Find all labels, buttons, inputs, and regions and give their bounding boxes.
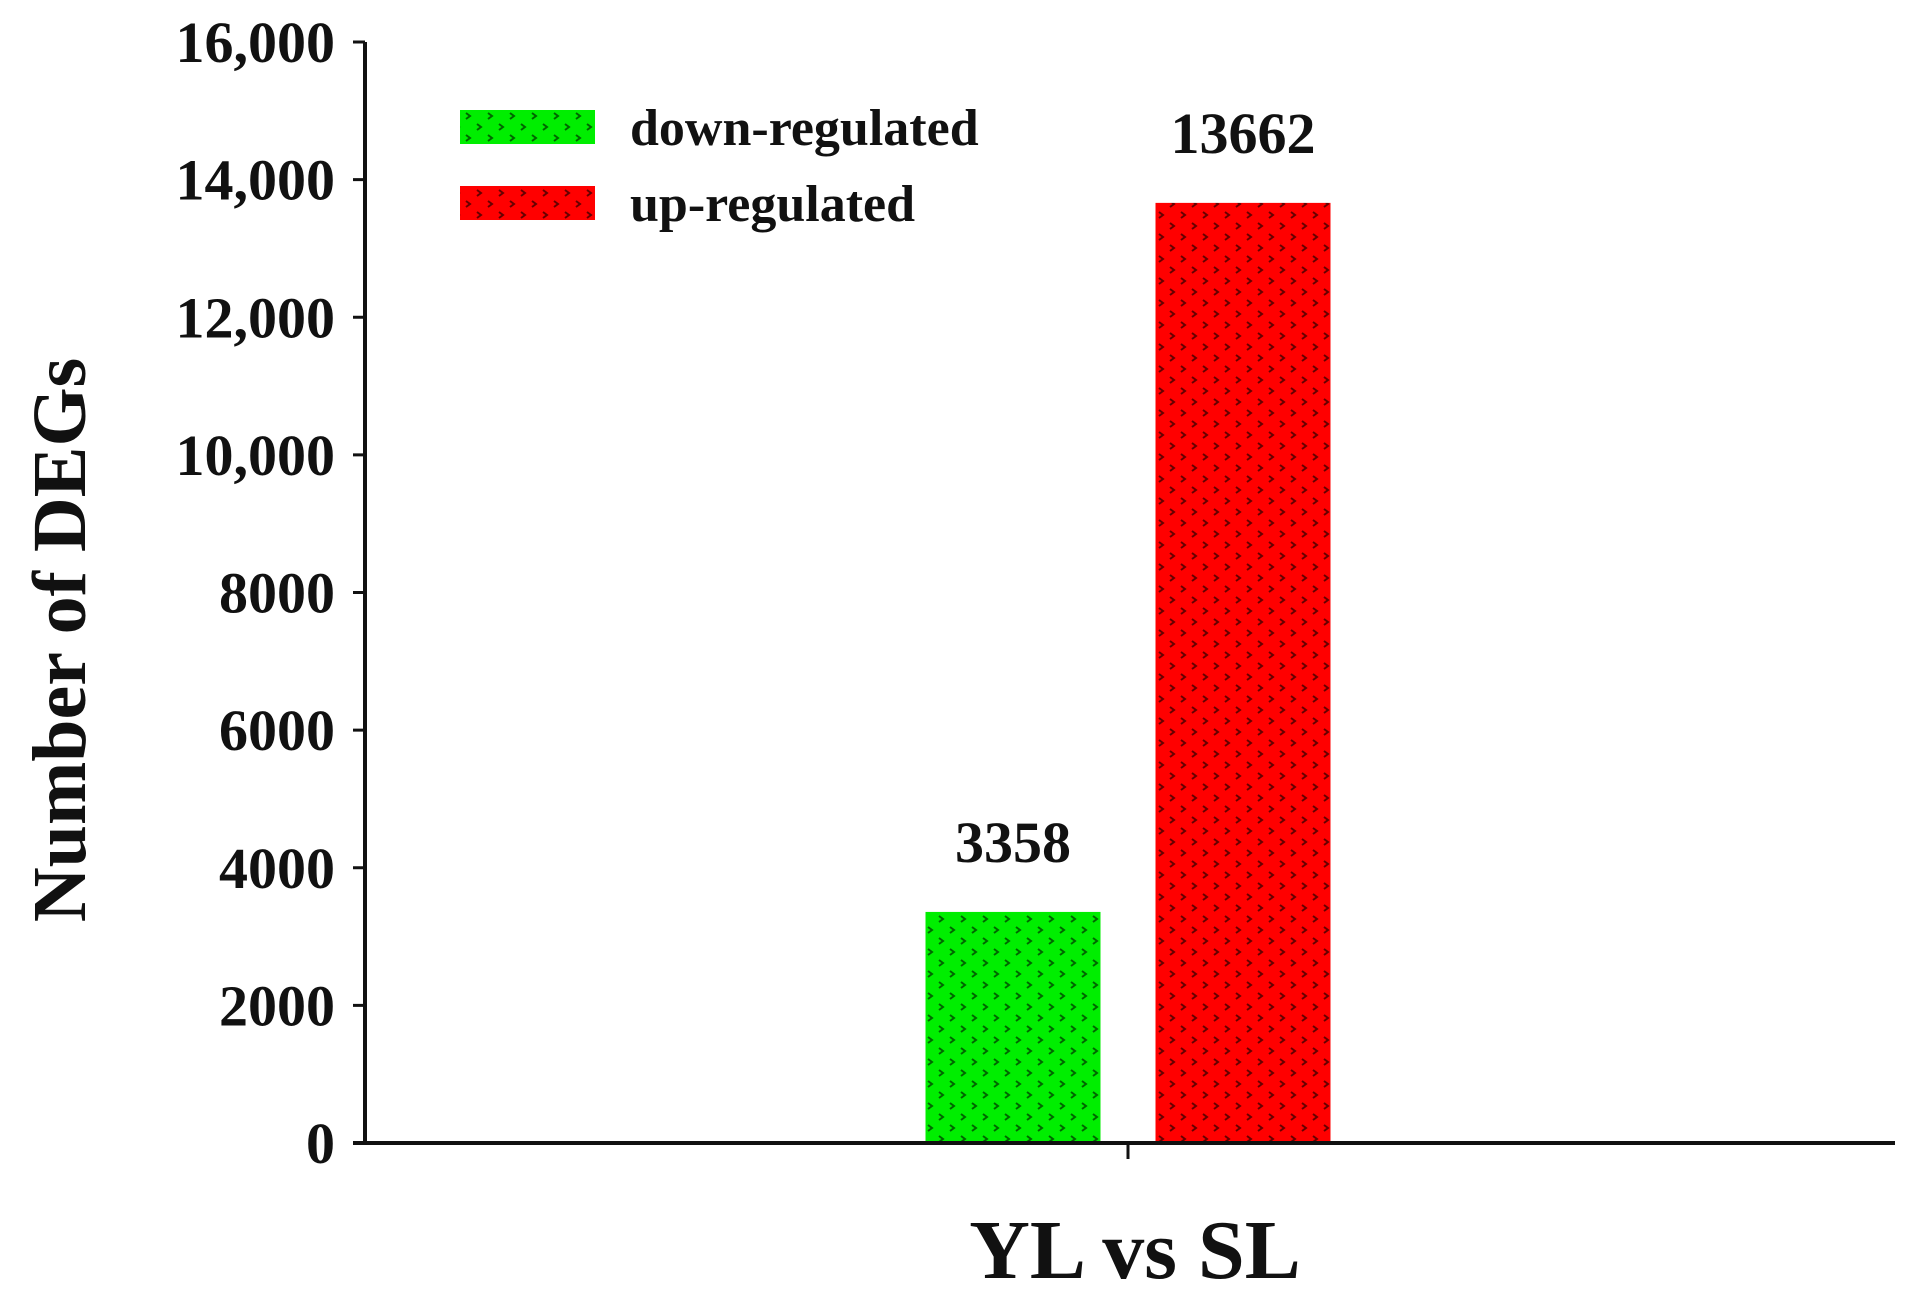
bars — [925, 202, 1331, 1144]
y-tick-label: 12,000 — [176, 285, 336, 350]
bar-down-regulated — [925, 911, 1101, 1143]
legend-swatch-up-regulated — [460, 186, 595, 220]
y-tick-label: 14,000 — [176, 148, 336, 213]
bar-value-label: 3358 — [955, 810, 1071, 875]
bar-up-regulated — [1155, 202, 1331, 1144]
bar-value-label: 13662 — [1171, 101, 1316, 166]
y-tick-label: 4000 — [219, 836, 335, 901]
legend-label-up-regulated: up-regulated — [630, 176, 915, 233]
y-axis-title: Number of DEGs — [18, 358, 102, 922]
legend: down-regulated up-regulated — [460, 100, 979, 233]
y-tick-label: 10,000 — [176, 423, 336, 488]
y-tick-label: 16,000 — [176, 10, 336, 75]
y-tick-label: 0 — [306, 1111, 335, 1176]
legend-swatch-down-regulated — [460, 110, 595, 144]
y-tick-label: 8000 — [219, 561, 335, 626]
y-tick-label: 2000 — [219, 973, 335, 1038]
y-tick-label: 6000 — [219, 698, 335, 763]
y-axis-ticks: 0 2000 4000 6000 8000 10,000 12,000 14,000 16,00… — [176, 10, 365, 1176]
legend-label-down-regulated: down-regulated — [630, 100, 979, 157]
x-axis-title: YL vs SL — [969, 1204, 1301, 1297]
bar-data-labels: 3358 13662 — [955, 101, 1316, 875]
